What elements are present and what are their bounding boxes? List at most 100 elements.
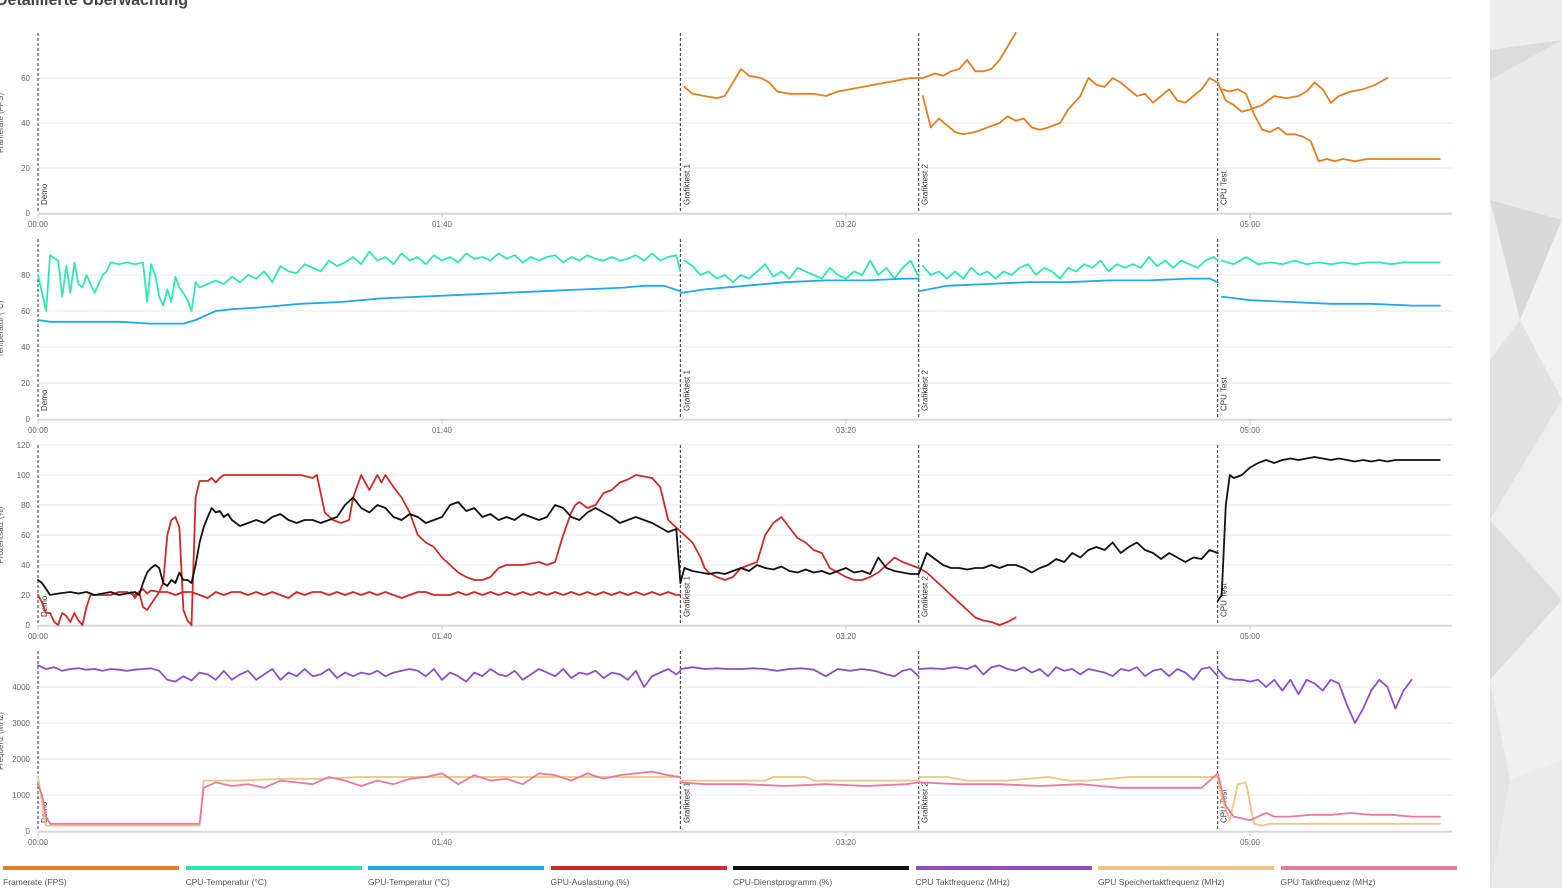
- legend-label: GPU Taktfrequenz (MHz): [1280, 877, 1376, 887]
- y-tick-label: 2000: [12, 755, 30, 764]
- y-tick-label: 40: [21, 119, 30, 128]
- phase-marker-label: Demo: [40, 389, 49, 411]
- y-tick-label: 0: [26, 621, 31, 630]
- y-tick-label: 40: [21, 561, 30, 570]
- phase-marker-label: Grafiktest 2: [921, 782, 930, 823]
- x-tick-label: 05:00: [1240, 220, 1261, 229]
- y-tick-label: 1000: [12, 791, 30, 800]
- series-line: [679, 277, 920, 294]
- y-tick-label: 40: [21, 343, 30, 352]
- legend-swatch: [1280, 866, 1457, 870]
- series-line: [917, 776, 1219, 782]
- x-tick-label: 05:00: [1240, 632, 1261, 641]
- x-tick-label: 00:00: [28, 838, 49, 847]
- series-line: [679, 666, 920, 678]
- phase-marker-label: CPU Test: [1220, 171, 1229, 205]
- y-axis-label: Frequenz (MHz): [0, 712, 5, 770]
- x-tick-label: 03:20: [836, 220, 857, 229]
- decorative-background-panel: [1490, 0, 1562, 888]
- series-line: [1216, 456, 1441, 602]
- chart-panel-3: 0 20 40 60 80 100 120 Prozentsatz (%) 00:00 01:40…: [0, 441, 1452, 641]
- legend-label: GPU-Auslastung (%): [550, 877, 630, 887]
- chart-panel-4: 0 1000 2000 3000 4000 Frequenz (MHz) 00:00 01:4…: [0, 651, 1452, 847]
- chart-panel-2: 0 20 40 60 80 Temperatur (°C) 00:00 01:40 03:20 0…: [0, 239, 1452, 435]
- legend-label: Framerate (FPS): [3, 877, 67, 887]
- x-tick-label: 01:40: [432, 838, 453, 847]
- monitoring-charts: 0 20 40 60 Framerate (FPS) 00:00 01:40 03:20 05:…: [0, 32, 1452, 847]
- phase-marker-label: Grafiktest 1: [682, 164, 691, 205]
- series-line: [679, 781, 920, 787]
- x-tick-label: 00:00: [28, 632, 49, 641]
- series-line: [917, 772, 1219, 789]
- y-axis-label: Prozentsatz (%): [0, 506, 5, 563]
- series-line: [1216, 776, 1441, 827]
- series-line: [1216, 668, 1413, 724]
- legend-swatch: [550, 866, 727, 870]
- phase-marker-label: CPU Test: [1220, 377, 1229, 411]
- series-line: [917, 664, 1219, 681]
- series-line: [37, 770, 682, 825]
- phase-marker-label: Demo: [40, 595, 49, 617]
- y-tick-label: 4000: [12, 683, 30, 692]
- y-tick-label: 0: [26, 209, 31, 218]
- y-tick-label: 60: [21, 307, 30, 316]
- phase-marker-label: CPU Test: [1220, 583, 1229, 617]
- series-line: [1220, 256, 1441, 266]
- legend: Framerate (FPS) CPU-Temperatur (°C) GPU-Te…: [0, 864, 1470, 888]
- series-line: [37, 496, 682, 596]
- series-line: [679, 556, 920, 584]
- legend-swatch: [733, 866, 909, 870]
- y-axis-label: Framerate (FPS): [0, 93, 5, 153]
- series-line: [1216, 772, 1441, 822]
- x-tick-label: 03:20: [836, 838, 857, 847]
- series-line: [683, 32, 1017, 100]
- phase-marker-label: Grafiktest 2: [921, 164, 930, 205]
- phase-marker-label: Demo: [40, 183, 49, 205]
- phase-marker-label: Grafiktest 1: [682, 370, 691, 411]
- legend-label: GPU Speichertaktfrequenz (MHz): [1098, 877, 1225, 887]
- legend-label: CPU-Dienstprogramm (%): [733, 877, 833, 887]
- y-tick-label: 0: [26, 827, 31, 836]
- series-line: [679, 776, 920, 782]
- series-line: [37, 284, 682, 325]
- legend-swatch: [368, 866, 544, 870]
- x-tick-label: 03:20: [836, 632, 857, 641]
- series-line: [683, 259, 920, 284]
- legend-label: CPU-Temperatur (°C): [185, 877, 267, 887]
- x-tick-label: 01:40: [432, 426, 453, 435]
- series-line: [1220, 88, 1441, 163]
- series-line: [917, 541, 1219, 575]
- legend-swatch: [915, 866, 1092, 870]
- legend-label: CPU Taktfrequenz (MHz): [915, 877, 1010, 887]
- y-tick-label: 120: [17, 441, 31, 450]
- y-tick-label: 60: [21, 74, 30, 83]
- series-line: [129, 474, 1017, 626]
- y-tick-label: 100: [17, 471, 31, 480]
- page-title: Detaillierte Überwachung: [0, 0, 189, 9]
- legend-label: GPU-Temperatur (°C): [368, 877, 450, 887]
- series-line: [37, 250, 682, 312]
- y-tick-label: 80: [21, 271, 30, 280]
- x-tick-label: 00:00: [28, 220, 49, 229]
- x-tick-label: 03:20: [836, 426, 857, 435]
- series-line: [37, 664, 682, 688]
- series-line: [921, 256, 1219, 280]
- phase-marker-label: Grafiktest 2: [921, 576, 930, 617]
- x-tick-label: 00:00: [28, 426, 49, 435]
- x-tick-label: 01:40: [432, 220, 453, 229]
- phase-marker-label: Grafiktest 2: [921, 370, 930, 411]
- series-line: [37, 591, 682, 626]
- y-tick-label: 20: [21, 164, 30, 173]
- y-tick-label: 20: [21, 379, 30, 388]
- phase-marker-label: Grafiktest 1: [682, 782, 691, 823]
- chart-panel-1: 0 20 40 60 Framerate (FPS) 00:00 01:40 03:20 05:…: [0, 32, 1452, 229]
- phase-marker-label: Grafiktest 1: [682, 576, 691, 617]
- x-tick-label: 05:00: [1240, 838, 1261, 847]
- legend-swatch: [1098, 866, 1274, 870]
- y-tick-label: 0: [26, 415, 31, 424]
- y-tick-label: 3000: [12, 719, 30, 728]
- series-line: [1220, 295, 1441, 307]
- x-tick-label: 05:00: [1240, 426, 1261, 435]
- series-line: [921, 77, 1389, 136]
- series-line: [917, 277, 1219, 293]
